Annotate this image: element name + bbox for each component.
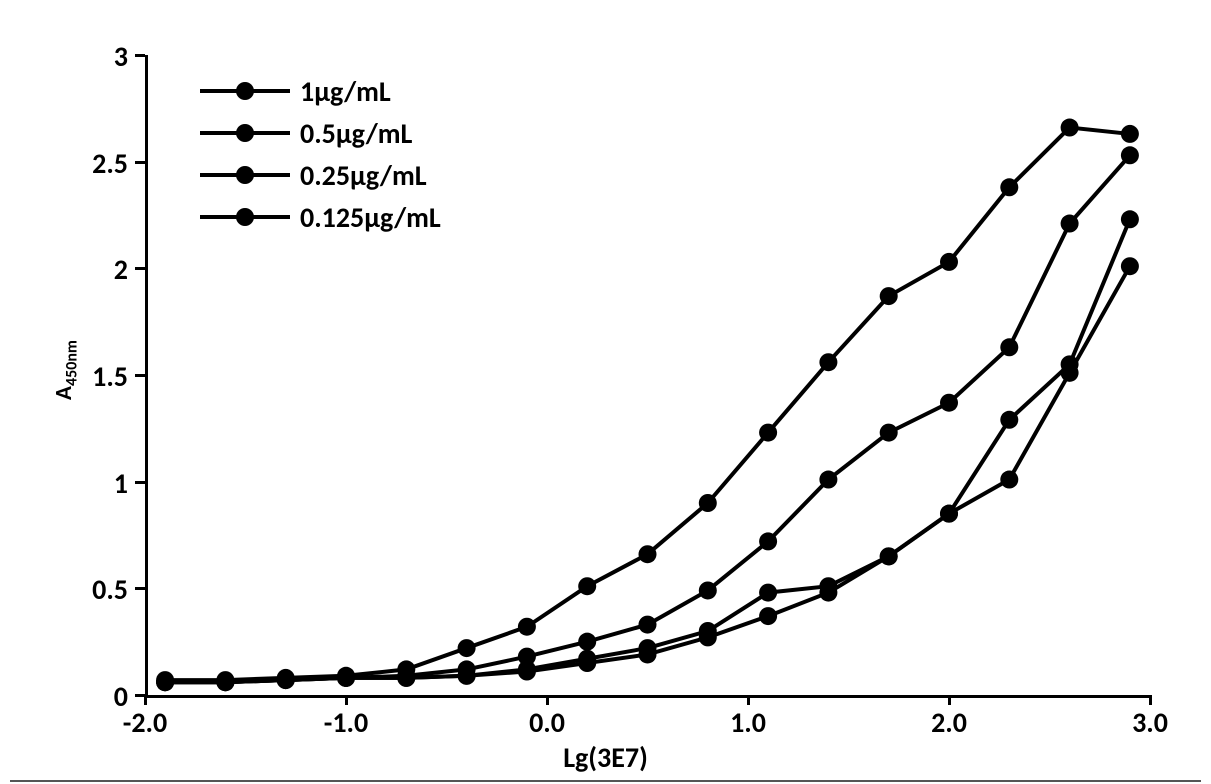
data-point-marker [518,618,536,636]
data-point-marker [759,424,777,442]
y-tick-label: 2 [78,252,128,287]
x-tick [948,695,951,705]
data-point-marker [578,633,596,651]
data-point-marker [277,671,295,689]
data-point-marker [1121,146,1139,164]
data-point-marker [880,287,898,305]
data-point-marker [940,505,958,523]
x-tick [345,695,348,705]
data-point-marker [1000,411,1018,429]
legend-label: 1µg/mL [300,74,391,109]
x-tick-label: 3.0 [1115,705,1185,740]
page-bottom-rule [10,780,1201,782]
y-tick [135,587,145,590]
series-line [165,219,1130,682]
circle-marker-icon [236,124,254,142]
legend-item: 0.5µg/mL [200,112,441,154]
legend-label: 0.25µg/mL [300,158,427,193]
data-point-marker [759,532,777,550]
data-point-marker [1000,338,1018,356]
data-point-marker [699,628,717,646]
data-point-marker [759,584,777,602]
data-point-marker [578,577,596,595]
data-point-marker [819,353,837,371]
y-axis-title: A450nm [50,340,82,400]
data-point-marker [699,581,717,599]
x-tick-label: -2.0 [110,705,180,740]
data-point-marker [639,545,657,563]
data-point-marker [216,673,234,691]
legend: 1µg/mL 0.5µg/mL 0.25µg/mL 0.125µg/mL [200,70,441,238]
data-point-marker [1121,257,1139,275]
data-point-marker [397,669,415,687]
y-tick-label: 2.5 [78,146,128,181]
x-tick [546,695,549,705]
y-tick [135,374,145,377]
x-tick-label: 0.0 [512,705,582,740]
circle-marker-icon [236,208,254,226]
y-tick [135,161,145,164]
legend-swatch [200,81,290,101]
data-point-marker [578,654,596,672]
data-point-marker [940,394,958,412]
data-point-marker [759,607,777,625]
x-tick-label: -1.0 [311,705,381,740]
legend-label: 0.125µg/mL [300,200,441,235]
legend-swatch [200,165,290,185]
data-point-marker [458,667,476,685]
x-tick [747,695,750,705]
data-point-marker [639,616,657,634]
data-point-marker [1121,210,1139,228]
data-point-marker [880,424,898,442]
y-tick [135,54,145,57]
data-point-marker [940,253,958,271]
y-tick-label: 0.5 [78,572,128,607]
data-point-marker [1000,178,1018,196]
data-point-marker [337,669,355,687]
data-point-marker [880,547,898,565]
legend-swatch [200,123,290,143]
x-tick [1149,695,1152,705]
legend-item: 1µg/mL [200,70,441,112]
legend-item: 0.125µg/mL [200,196,441,238]
data-point-marker [1000,471,1018,489]
chart-container: 00.511.522.53 -2.0-1.00.01.02.03.0 A450n… [0,0,1211,784]
data-point-marker [458,639,476,657]
data-point-marker [156,673,174,691]
data-point-marker [1061,119,1079,137]
data-point-marker [518,663,536,681]
data-point-marker [1061,215,1079,233]
x-tick-label: 1.0 [713,705,783,740]
x-tick [144,695,147,705]
x-tick-label: 2.0 [914,705,984,740]
circle-marker-icon [236,82,254,100]
data-point-marker [639,645,657,663]
data-point-marker [819,584,837,602]
legend-label: 0.5µg/mL [300,116,412,151]
data-point-marker [1121,125,1139,143]
legend-item: 0.25µg/mL [200,154,441,196]
y-tick [135,481,145,484]
legend-swatch [200,207,290,227]
data-point-marker [1061,364,1079,382]
y-tick-label: 1.5 [78,359,128,394]
x-axis-title: Lg(3E7) [0,740,1211,775]
y-tick-label: 1 [78,466,128,501]
x-axis-line [145,695,1150,698]
circle-marker-icon [236,166,254,184]
data-point-marker [699,494,717,512]
data-point-marker [819,471,837,489]
y-tick [135,267,145,270]
y-tick-label: 3 [78,39,128,74]
